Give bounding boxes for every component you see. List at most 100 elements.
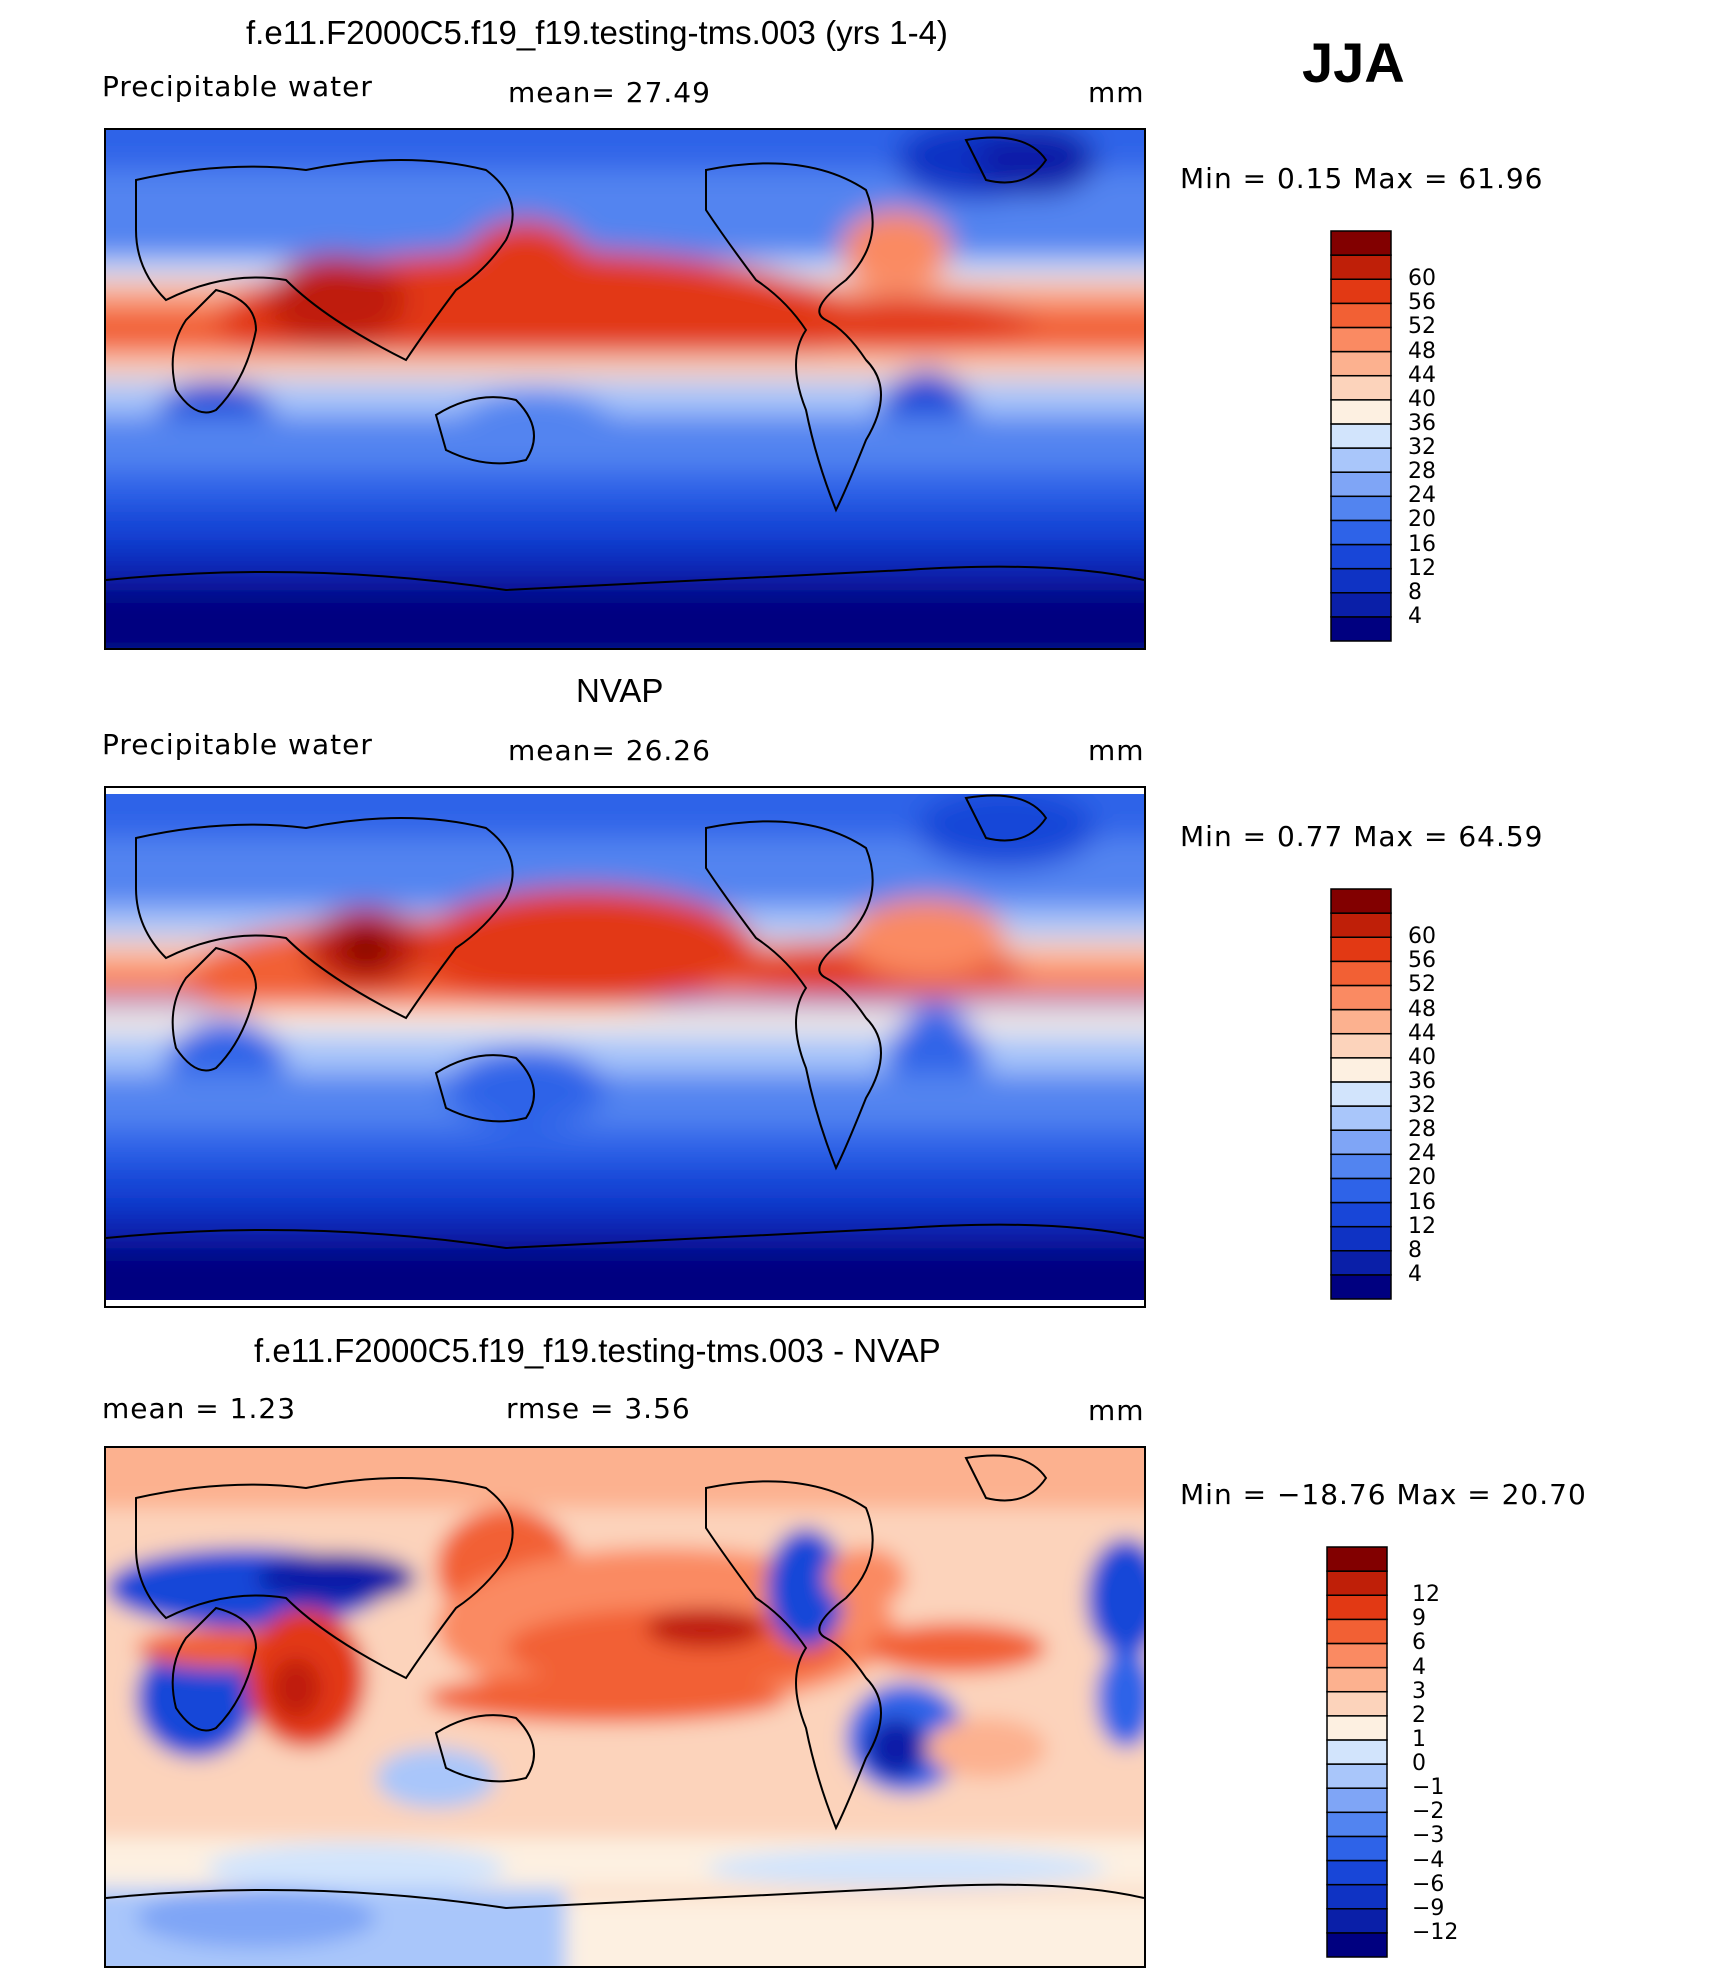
- colorbar-swatch: [1330, 912, 1392, 938]
- colorbar-tick-label: 4: [1408, 1261, 1422, 1287]
- panel-title-model: f.e11.F2000C5.f19_f19.testing-tms.003 (y…: [246, 14, 948, 51]
- colorbar-swatch: [1330, 302, 1392, 329]
- colorbar-swatches-model: [1330, 230, 1392, 642]
- diff-mean-label: mean = 1.23: [102, 1392, 297, 1425]
- colorbar-swatches-diff: [1326, 1546, 1388, 1958]
- season-label: JJA: [1302, 31, 1405, 94]
- colorbar-tick-label: −2: [1412, 1799, 1445, 1825]
- colorbar-tick-label: 28: [1408, 459, 1436, 485]
- colorbar-swatch: [1326, 1908, 1388, 1934]
- colorbar-swatch: [1330, 374, 1392, 401]
- colorbar-tick-label: 40: [1408, 386, 1436, 412]
- colorbar-tick-label: 16: [1408, 531, 1436, 557]
- map-obs: [104, 786, 1146, 1308]
- colorbar-tick-label: 24: [1408, 483, 1436, 509]
- colorbar-model: [1330, 230, 1392, 642]
- colorbar-tick-label: 9: [1412, 1606, 1426, 1632]
- colorbar-swatch: [1330, 1105, 1392, 1131]
- colorbar-tick-label: −3: [1412, 1823, 1445, 1849]
- colorbar-swatch: [1330, 1153, 1392, 1180]
- colorbar-tick-label: 48: [1408, 338, 1436, 364]
- colorbar-swatch: [1330, 1250, 1392, 1276]
- colorbar-swatch: [1326, 1763, 1388, 1789]
- colorbar-swatch: [1330, 1129, 1392, 1156]
- colorbar-tick-label: −6: [1412, 1871, 1445, 1897]
- colorbar-swatch: [1330, 567, 1392, 594]
- colorbar-tick-label: −12: [1412, 1919, 1459, 1945]
- colorbar-tick-label: 36: [1408, 410, 1436, 436]
- colorbar-swatch: [1326, 1570, 1388, 1596]
- colorbar-tick-label: 4: [1412, 1654, 1426, 1680]
- colorbar-swatch: [1330, 543, 1392, 570]
- panel-title-diff: f.e11.F2000C5.f19_f19.testing-tms.003 - …: [254, 1332, 941, 1369]
- colorbar-diff: [1326, 1546, 1388, 1958]
- colorbar-swatch: [1326, 1787, 1388, 1814]
- colorbar-swatch: [1330, 1057, 1392, 1083]
- colorbar-swatch: [1326, 1690, 1388, 1717]
- colorbar-tick-label: 56: [1408, 290, 1436, 316]
- colorbar-tick-label: 60: [1408, 924, 1436, 950]
- colorbar-swatch: [1326, 1642, 1388, 1669]
- minmax-obs: Min = 0.77 Max = 64.59: [1180, 820, 1544, 853]
- colorbar-swatch: [1330, 616, 1392, 642]
- colorbar-tick-label: 12: [1412, 1582, 1440, 1608]
- colorbar-tick-label: 48: [1408, 996, 1436, 1022]
- colorbar-swatch: [1330, 936, 1392, 963]
- colorbar-swatch: [1326, 1618, 1388, 1645]
- colorbar-swatches-obs: [1330, 888, 1392, 1300]
- colorbar-tick-label: −4: [1412, 1847, 1445, 1873]
- colorbar-swatch: [1326, 1883, 1388, 1910]
- colorbar-tick-label: 3: [1412, 1678, 1426, 1704]
- diff-rmse-label: rmse = 3.56: [506, 1392, 691, 1425]
- colorbar-swatch: [1326, 1715, 1388, 1741]
- colorbar-swatch: [1330, 399, 1392, 425]
- colorbar-swatch: [1330, 230, 1392, 256]
- colorbar-tick-label: 36: [1408, 1068, 1436, 1094]
- colorbar-tick-label: 32: [1408, 435, 1436, 461]
- colorbar-swatch: [1326, 1811, 1388, 1838]
- colorbar-swatch: [1330, 447, 1392, 473]
- colorbar-swatch: [1330, 1225, 1392, 1252]
- colorbar-tick-label: 6: [1412, 1630, 1426, 1656]
- colorbar-tick-label: 0: [1412, 1751, 1426, 1777]
- colorbar-swatch: [1330, 1201, 1392, 1228]
- colorbar-obs: [1330, 888, 1392, 1300]
- colorbar-tick-label: 28: [1408, 1117, 1436, 1143]
- field-label-model: Precipitable water: [102, 70, 373, 103]
- colorbar-tick-label: −9: [1412, 1895, 1445, 1921]
- colorbar-swatch: [1330, 326, 1392, 353]
- colorbar-swatch: [1330, 278, 1392, 305]
- colorbar-tick-label: 2: [1412, 1702, 1426, 1728]
- colorbar-swatch: [1326, 1594, 1388, 1621]
- colorbar-swatch: [1326, 1835, 1388, 1862]
- colorbar-swatch: [1330, 1274, 1392, 1300]
- colorbar-swatch: [1330, 888, 1392, 914]
- map-model: [104, 128, 1146, 650]
- colorbar-tick-label: 52: [1408, 314, 1436, 340]
- colorbar-swatch: [1330, 1177, 1392, 1204]
- colorbar-swatch: [1330, 984, 1392, 1011]
- colorbar-tick-label: 8: [1408, 1237, 1422, 1263]
- units-label-model: mm: [1088, 76, 1145, 109]
- colorbar-tick-label: 20: [1408, 1165, 1436, 1191]
- colorbar-swatch: [1330, 1008, 1392, 1035]
- colorbar-swatch: [1326, 1546, 1388, 1572]
- colorbar-swatch: [1330, 423, 1392, 449]
- colorbar-swatch: [1330, 350, 1392, 377]
- minmax-model: Min = 0.15 Max = 61.96: [1180, 162, 1544, 195]
- panel-title-obs: NVAP: [576, 672, 664, 709]
- colorbar-tick-label: 1: [1412, 1726, 1426, 1752]
- colorbar-tick-label: 52: [1408, 972, 1436, 998]
- colorbar-tick-label: 4: [1408, 603, 1422, 629]
- units-label-obs: mm: [1088, 734, 1145, 767]
- colorbar-swatch: [1330, 254, 1392, 280]
- map-diff: [104, 1446, 1146, 1968]
- colorbar-swatch: [1330, 960, 1392, 987]
- colorbar-swatch: [1326, 1932, 1388, 1958]
- mean-label-model: mean= 27.49: [508, 76, 711, 109]
- colorbar-tick-label: 12: [1408, 1213, 1436, 1239]
- colorbar-swatch: [1326, 1739, 1388, 1765]
- colorbar-swatch: [1330, 592, 1392, 618]
- colorbar-tick-label: 60: [1408, 266, 1436, 292]
- minmax-diff: Min = −18.76 Max = 20.70: [1180, 1478, 1587, 1511]
